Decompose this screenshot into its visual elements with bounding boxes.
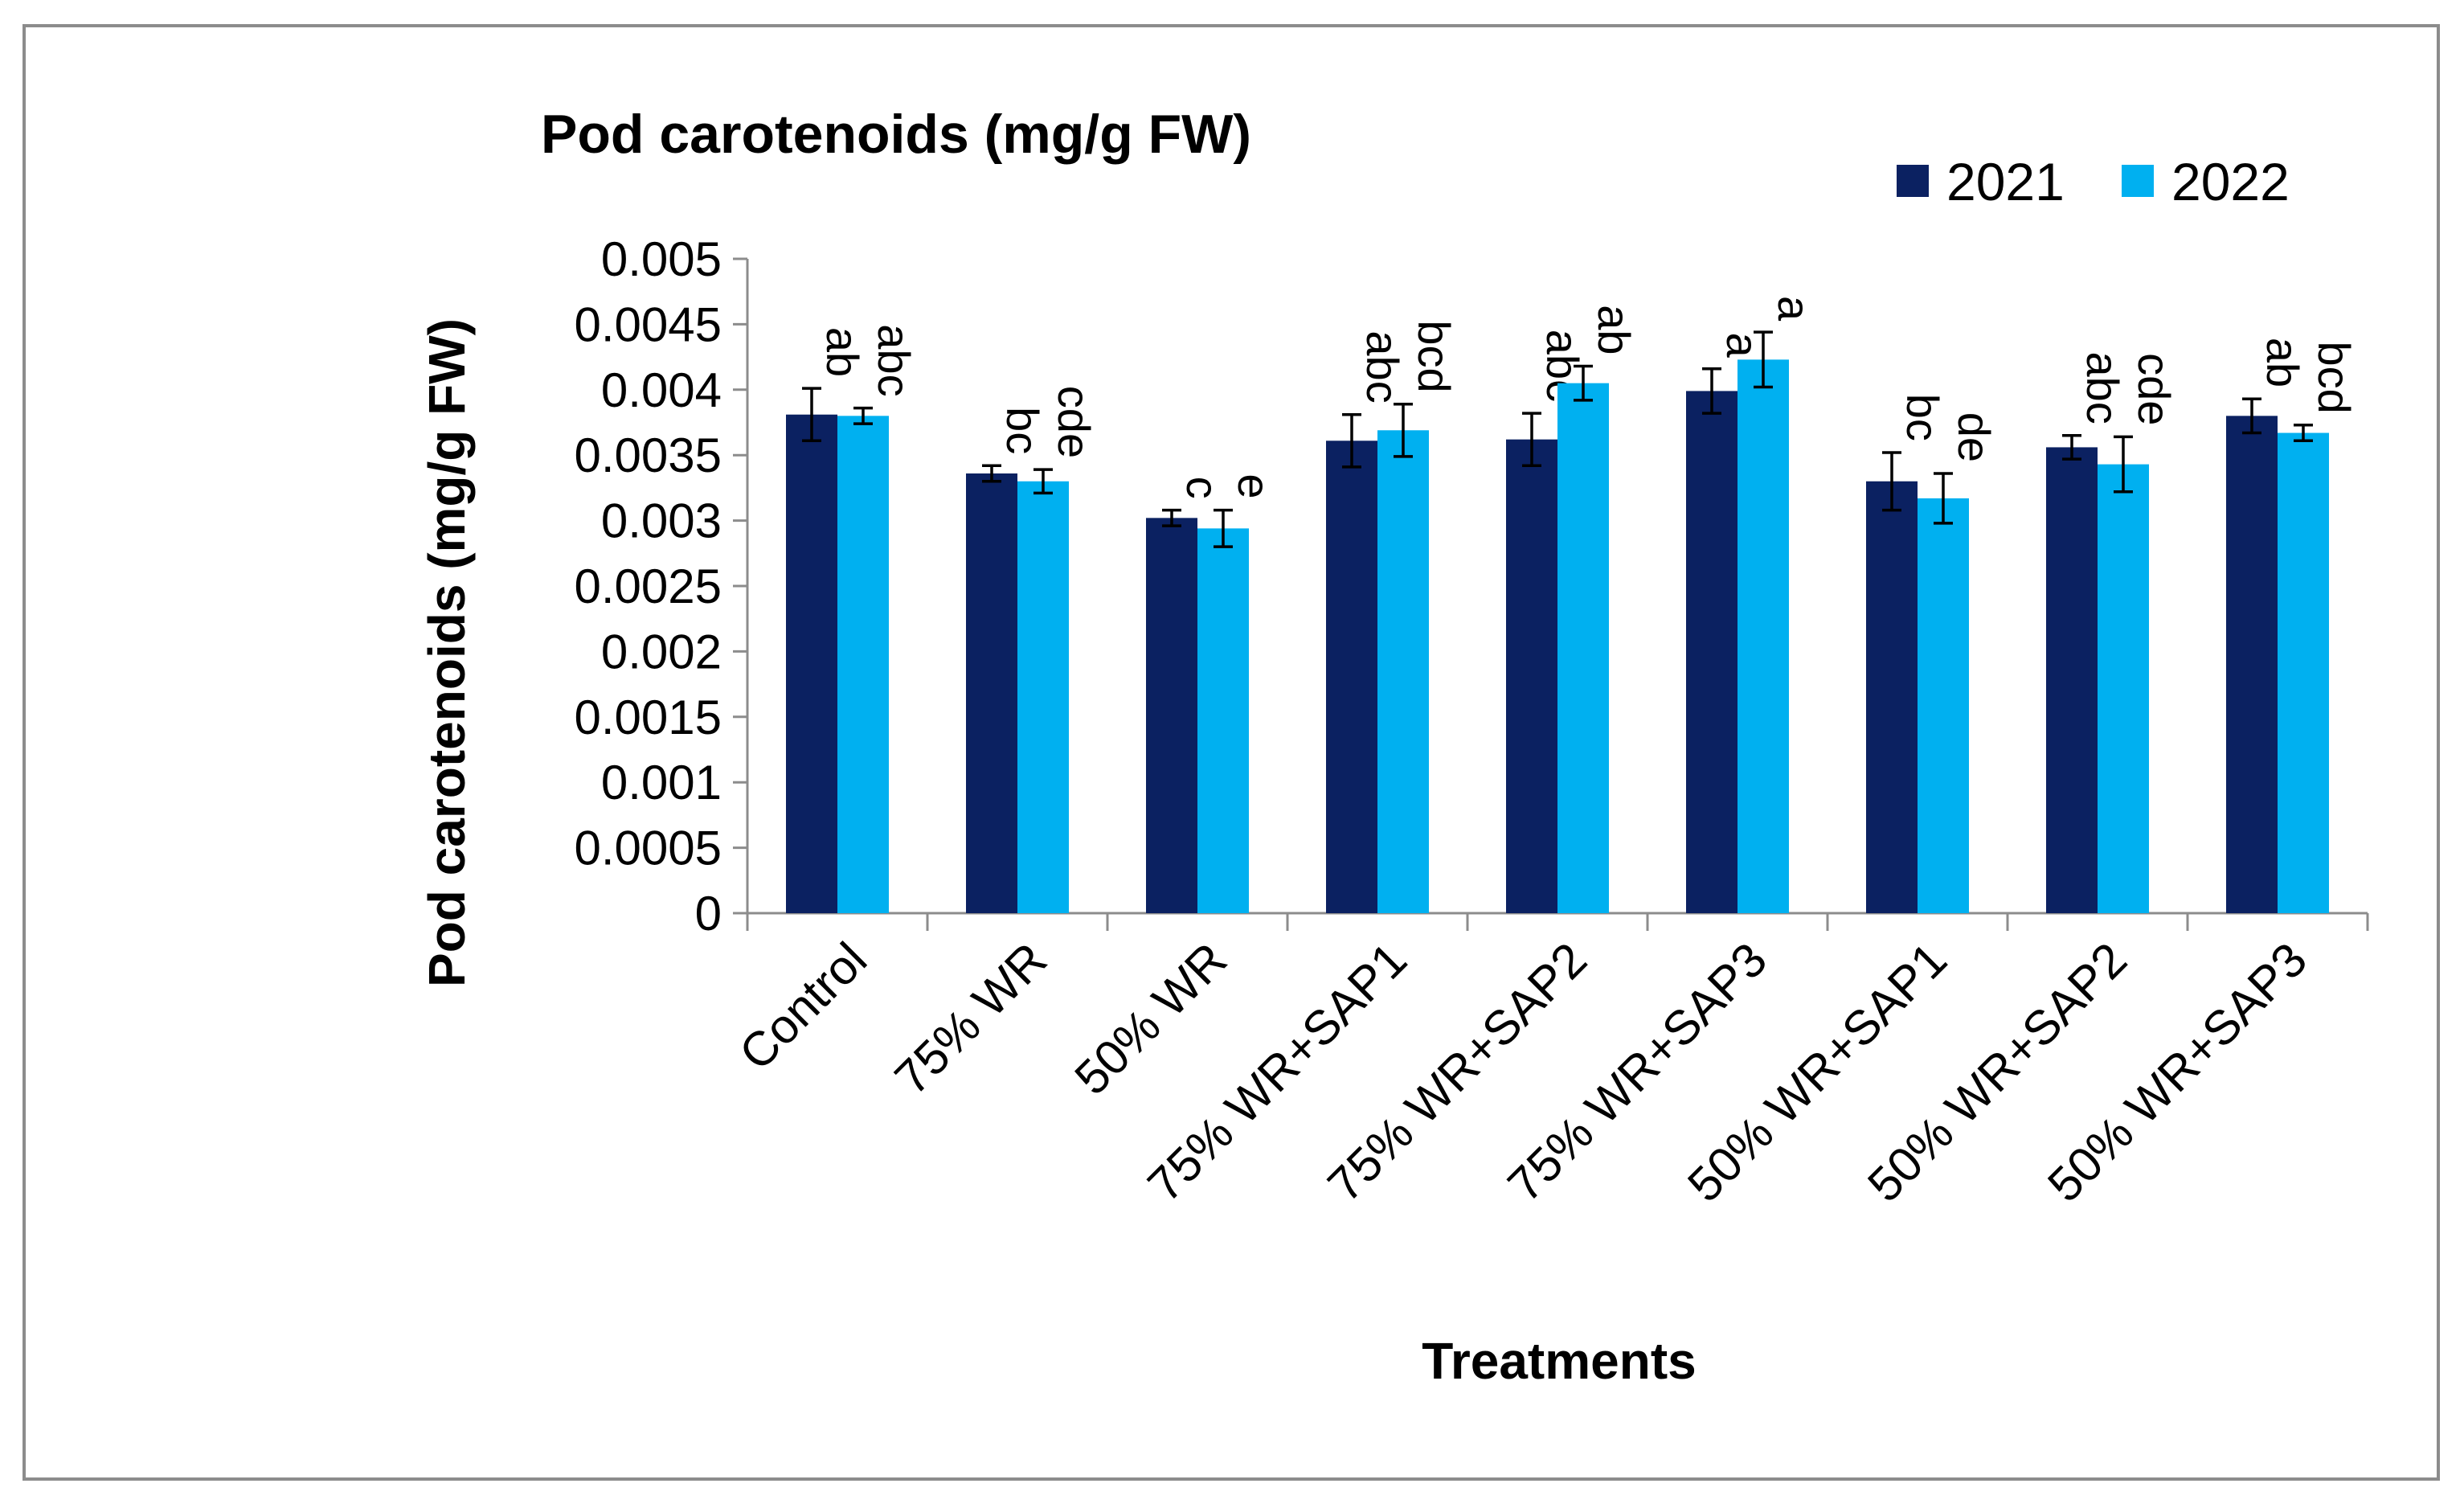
bar-2021-6 (1866, 481, 1918, 913)
y-tick-label: 0.0035 (574, 428, 722, 482)
significance-letter: abc (2077, 351, 2128, 424)
legend-swatch-2021 (1897, 165, 1929, 197)
bar-2022-6 (1918, 498, 1969, 913)
legend-label-2021: 2021 (1946, 152, 2065, 211)
significance-letter: bc (997, 407, 1048, 454)
significance-letter: c (1177, 477, 1228, 499)
significance-letter: bcd (1409, 320, 1459, 392)
significance-letter: bcd (2309, 341, 2360, 413)
significance-letter: abc (869, 324, 919, 396)
y-axis-title: Pod carotenoids (mg/g FW) (418, 318, 476, 987)
legend-label-2022: 2022 (2171, 152, 2290, 211)
y-tick-label: 0.003 (601, 494, 722, 548)
bar-2022-0 (837, 416, 889, 913)
bar-2021-5 (1686, 391, 1737, 914)
y-tick-label: 0.005 (601, 232, 722, 286)
y-tick-label: 0.0025 (574, 559, 722, 613)
bar-2021-0 (786, 414, 837, 913)
legend-swatch-2022 (2122, 165, 2154, 197)
bar-2021-8 (2226, 416, 2278, 913)
bar-2022-5 (1737, 359, 1789, 914)
bar-2022-4 (1557, 383, 1609, 913)
x-axis-title: Treatments (1422, 1332, 1696, 1390)
legend: 2021 2022 (1897, 152, 2290, 211)
bar-2022-1 (1017, 481, 1069, 913)
y-tick-label: 0.0015 (574, 691, 722, 744)
bar-2022-3 (1377, 430, 1429, 913)
y-tick-label: 0.002 (601, 625, 722, 678)
bar-2021-1 (966, 473, 1017, 913)
bar-2022-7 (2098, 464, 2149, 913)
bar-2022-2 (1197, 528, 1249, 913)
y-tick-label: 0.0045 (574, 297, 722, 351)
y-tick-label: 0 (695, 887, 722, 941)
significance-letter: de (1949, 412, 1999, 462)
y-tick-label: 0.001 (601, 756, 722, 809)
significance-letter: a (1769, 296, 1819, 322)
significance-letter: abc (1357, 330, 1408, 403)
significance-letter: e (1229, 473, 1279, 498)
bar-2021-7 (2046, 447, 2098, 913)
significance-letter: ab (1589, 305, 1639, 354)
bar-2021-3 (1326, 441, 1377, 913)
bar-2021-4 (1506, 439, 1557, 913)
chart-title: Pod carotenoids (mg/g FW) (541, 104, 1251, 165)
y-tick-label: 0.004 (601, 363, 722, 417)
significance-letter: a (1717, 333, 1768, 359)
significance-letter: ab (2257, 338, 2308, 387)
significance-letter: ab (817, 327, 868, 377)
significance-letter: cde (2129, 353, 2180, 425)
y-tick-label: 0.0005 (574, 822, 722, 875)
bar-2022-8 (2278, 432, 2329, 913)
significance-letter: cde (1049, 386, 1099, 458)
y-axis: 0 0.0005 0.001 0.0015 0.002 0.0025 0.003 0.0035… (574, 232, 749, 941)
bar-2021-2 (1146, 518, 1197, 913)
significance-letter: bc (1897, 394, 1948, 441)
